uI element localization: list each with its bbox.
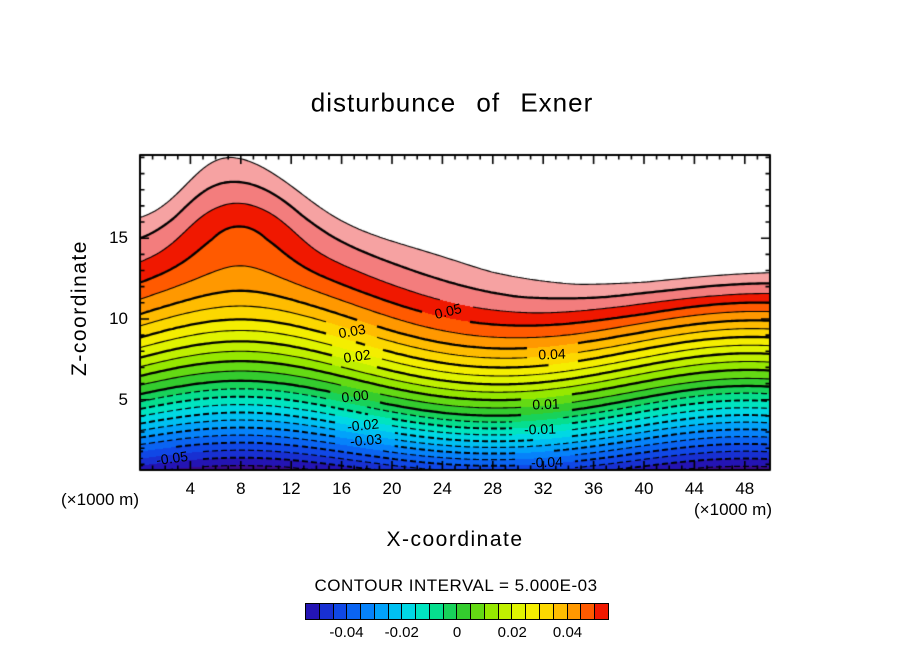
colorbar-segment — [333, 604, 348, 619]
y-tick-label: 10 — [109, 308, 128, 328]
colorbar-segment — [540, 604, 554, 619]
contour-label: 0.00 — [340, 386, 370, 406]
colorbar-segment — [595, 604, 608, 619]
x-tick-label: 28 — [483, 479, 503, 498]
x-tick-label: 20 — [382, 479, 402, 498]
x-tick-label: 24 — [432, 479, 452, 498]
colorbar-segment — [347, 604, 362, 619]
colorbar-segment — [402, 604, 417, 619]
x-tick-label: 12 — [281, 479, 301, 498]
contour-label: -0.01 — [523, 420, 557, 438]
colorbar-segment — [553, 604, 568, 619]
x-unit-left: (×1000 m) — [61, 490, 139, 509]
y-axis-label: Z-coordinate — [68, 240, 91, 376]
colorbar-tick-label: -0.04 — [329, 624, 364, 641]
x-axis-label: X-coordinate — [386, 528, 524, 551]
colorbar-segment — [388, 604, 403, 619]
colorbar-segment — [306, 604, 320, 619]
colorbar-segment — [429, 604, 444, 619]
contour-label: 0.04 — [538, 345, 566, 363]
colorbar-segment — [361, 604, 375, 619]
contour-label: -0.03 — [349, 430, 383, 450]
colorbar-segment — [581, 604, 596, 619]
colorbar-segment — [471, 604, 485, 619]
contour-interval-text: CONTOUR INTERVAL = 5.000E-03 — [314, 576, 598, 595]
x-unit-right: (×1000 m) — [694, 500, 772, 519]
x-tick-label: 40 — [634, 479, 654, 498]
x-tick-label: 44 — [684, 479, 704, 498]
x-tick-label: 16 — [332, 479, 352, 498]
colorbar-segment — [512, 604, 527, 619]
colorbar-segment — [457, 604, 472, 619]
colorbar-tick-label: 0.02 — [497, 624, 527, 641]
colorbar-tick-label: 0.04 — [552, 624, 583, 641]
colorbar-segment — [374, 604, 389, 619]
colorbar — [305, 603, 609, 620]
colorbar-segment — [443, 604, 458, 619]
colorbar-segment — [526, 604, 541, 619]
colorbar-segment — [319, 604, 334, 619]
x-tick-label: 32 — [533, 479, 553, 498]
x-tick-label: 4 — [185, 479, 196, 498]
y-tick-label: 15 — [109, 228, 128, 248]
colorbar-tick-label: -0.02 — [384, 624, 419, 641]
chart-title: disturbunce of Exner — [310, 87, 594, 118]
colorbar-segment — [498, 604, 513, 619]
colorbar-segment — [567, 604, 582, 619]
x-tick-label: 48 — [735, 479, 755, 498]
y-tick-label: 5 — [118, 389, 128, 409]
contour-label: -0.04 — [530, 453, 564, 471]
colorbar-segment — [416, 604, 430, 619]
contour-label: 0.01 — [532, 395, 560, 413]
colorbar-tick-label: 0 — [452, 624, 462, 641]
x-tick-label: 36 — [584, 479, 604, 498]
x-tick-label: 8 — [236, 479, 246, 498]
colorbar-segment — [484, 604, 499, 619]
